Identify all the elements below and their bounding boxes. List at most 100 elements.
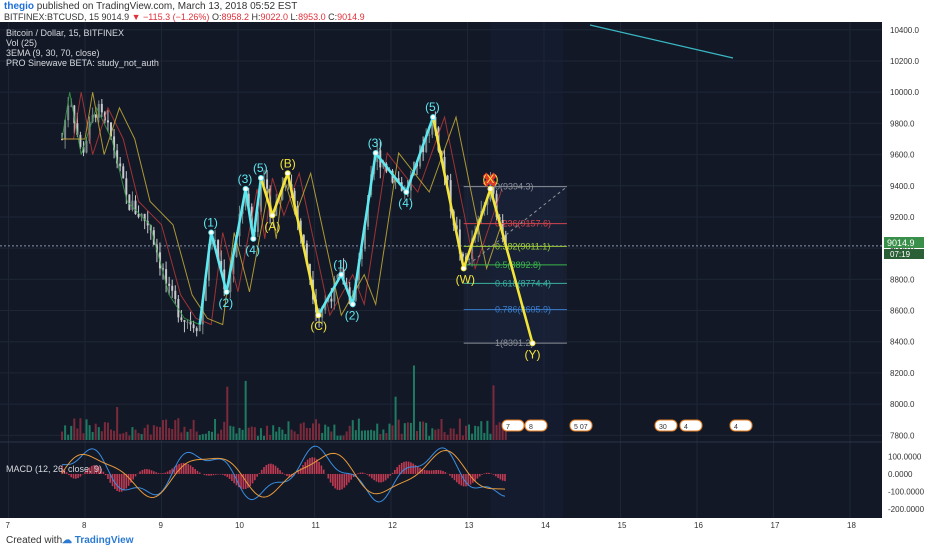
volume-bar [400, 433, 403, 440]
volume-bar [204, 433, 207, 440]
macd-histogram-bar [394, 469, 396, 474]
chart-area[interactable]: 0(9394.3) 0.236(9157.6) 0.382(9011.1) 0.5(8… [0, 22, 932, 530]
candle-body [471, 238, 474, 259]
volume-bar [299, 423, 302, 440]
elliott-wave-line [317, 116, 435, 316]
volume-bar [382, 429, 385, 440]
event-badge[interactable] [569, 419, 593, 432]
high-value: 9022.0 [260, 12, 289, 22]
volume-bar [422, 421, 425, 440]
volume-bar [330, 431, 333, 440]
event-badge[interactable] [654, 419, 678, 432]
macd-histogram-bar [350, 473, 353, 480]
author-name[interactable]: thegio [4, 1, 34, 12]
event-badge[interactable] [729, 419, 753, 432]
volume-bar [440, 418, 443, 440]
wave-point [257, 174, 264, 181]
macd-histogram-bar [109, 473, 112, 483]
wave-label: (A) [264, 219, 280, 233]
macd-histogram-bar [320, 465, 323, 474]
volume-bar [269, 434, 272, 440]
candle-body [422, 145, 425, 153]
candle-body [180, 317, 183, 321]
macd-histogram-bar [242, 473, 245, 490]
volume-bar [406, 422, 409, 440]
volume-bar [171, 428, 174, 440]
current-price-text: 9014.9 [887, 238, 915, 248]
volume-bar [388, 423, 391, 440]
macd-histogram-bar [469, 473, 472, 485]
candle-body [217, 240, 220, 261]
macd-histogram-bar [499, 473, 502, 480]
wave-point [338, 271, 345, 278]
volume-bar [452, 428, 455, 440]
volume-bar [464, 425, 467, 440]
macd-histogram-bar [384, 473, 387, 481]
candle-body [67, 105, 70, 121]
fib-level-label: 1(8391.2) [495, 338, 534, 348]
volume-bar [128, 435, 131, 440]
volume-bar [210, 431, 213, 440]
macd-histogram-bar [208, 473, 210, 476]
candle-body [330, 298, 333, 302]
macd-histogram-bar [157, 472, 160, 474]
volume-bar [73, 418, 76, 440]
event-badge-text: 7 [506, 424, 510, 431]
event-badge[interactable] [501, 419, 525, 432]
macd-histogram-bar [416, 466, 419, 474]
publish-info: published on TradingView.com, March 13, … [36, 1, 298, 12]
price-tick-label: 8800.0 [890, 275, 915, 284]
volume-bar [419, 421, 422, 440]
macd-histogram-bar [428, 470, 431, 474]
macd-histogram-bar [127, 473, 130, 486]
volume-bar [342, 435, 345, 440]
volume-bar [67, 434, 70, 440]
volume-bar [315, 419, 318, 440]
wave-label: (4) [245, 243, 260, 257]
volume-bar [376, 423, 379, 440]
tradingview-logo[interactable]: ☁ TradingView [62, 535, 134, 546]
candle-body [64, 120, 67, 140]
macd-histogram-bar [439, 470, 442, 474]
macd-histogram-bar [299, 468, 302, 474]
volume-bar [278, 427, 281, 440]
projection-zone [490, 22, 564, 518]
wave-label: (1) [333, 258, 348, 272]
volume-bar [379, 433, 382, 440]
macd-histogram-bar [341, 473, 343, 490]
candle-body [428, 134, 431, 136]
volume-bar [266, 425, 269, 440]
event-badge[interactable] [524, 419, 548, 432]
macd-histogram-bar [495, 473, 497, 477]
macd-histogram-bar [311, 457, 314, 474]
wave-label: (C) [310, 319, 327, 333]
macd-histogram-bar [453, 473, 456, 481]
candle-body [110, 122, 113, 137]
macd-histogram-bar [93, 465, 95, 474]
candle-body [113, 136, 116, 151]
volume-bar [64, 425, 67, 440]
event-badge-text: 5 07 [574, 424, 588, 431]
macd-histogram-bar [102, 471, 105, 474]
fib-level-label: 0.618(8774.4) [495, 278, 551, 288]
candle-body [122, 166, 125, 179]
price-tick-label: 9000.0 [890, 244, 915, 253]
chart-svg[interactable]: 0(9394.3) 0.236(9157.6) 0.382(9011.1) 0.5(8… [0, 22, 932, 530]
macd-histogram-bar [166, 471, 169, 474]
macd-histogram-bar [123, 473, 125, 491]
wave-label: (2) [345, 308, 360, 322]
candle-body [204, 280, 207, 301]
candle-body [232, 256, 235, 275]
elliott-wave-line [259, 171, 320, 316]
macd-histogram-bar [288, 473, 291, 477]
candle-body [97, 103, 100, 118]
macd-histogram-bar [348, 473, 350, 483]
macd-histogram-bar [219, 473, 222, 475]
macd-histogram-bar [111, 473, 114, 487]
elliott-wave-line [198, 177, 263, 325]
candle-body [449, 180, 452, 212]
macd-histogram-bar [270, 463, 272, 474]
elliott-wave-line [431, 116, 534, 344]
volume-bar [318, 423, 321, 440]
event-badge[interactable] [679, 419, 703, 432]
